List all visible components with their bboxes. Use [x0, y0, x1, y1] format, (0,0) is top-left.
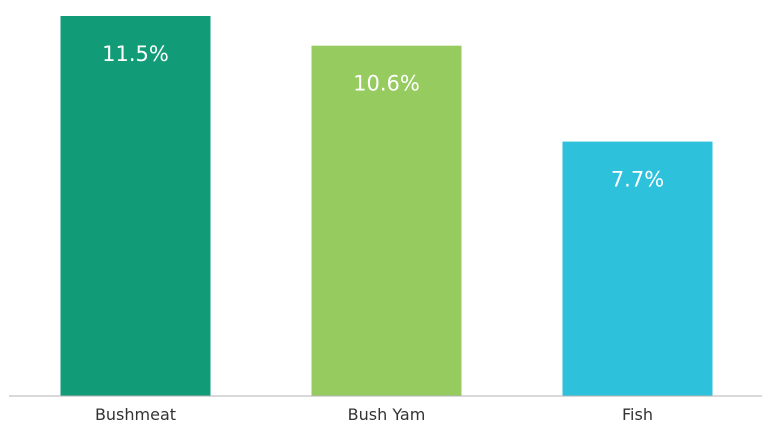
x-tick-label-bushmeat: Bushmeat: [95, 405, 176, 424]
bar-bushmeat: [60, 16, 211, 396]
data-label-bush-yam: 10.6%: [353, 72, 420, 96]
x-tick-label-fish: Fish: [622, 405, 653, 424]
x-tick-labels: Bushmeat Bush Yam Fish: [95, 405, 653, 424]
data-label-fish: 7.7%: [611, 168, 664, 192]
data-label-bushmeat: 11.5%: [102, 42, 169, 66]
bar-fish: [562, 141, 713, 396]
bar-bush-yam: [311, 45, 462, 396]
x-tick-label-bush-yam: Bush Yam: [348, 405, 426, 424]
bars-group: 11.5% 10.6% 7.7%: [60, 16, 713, 396]
